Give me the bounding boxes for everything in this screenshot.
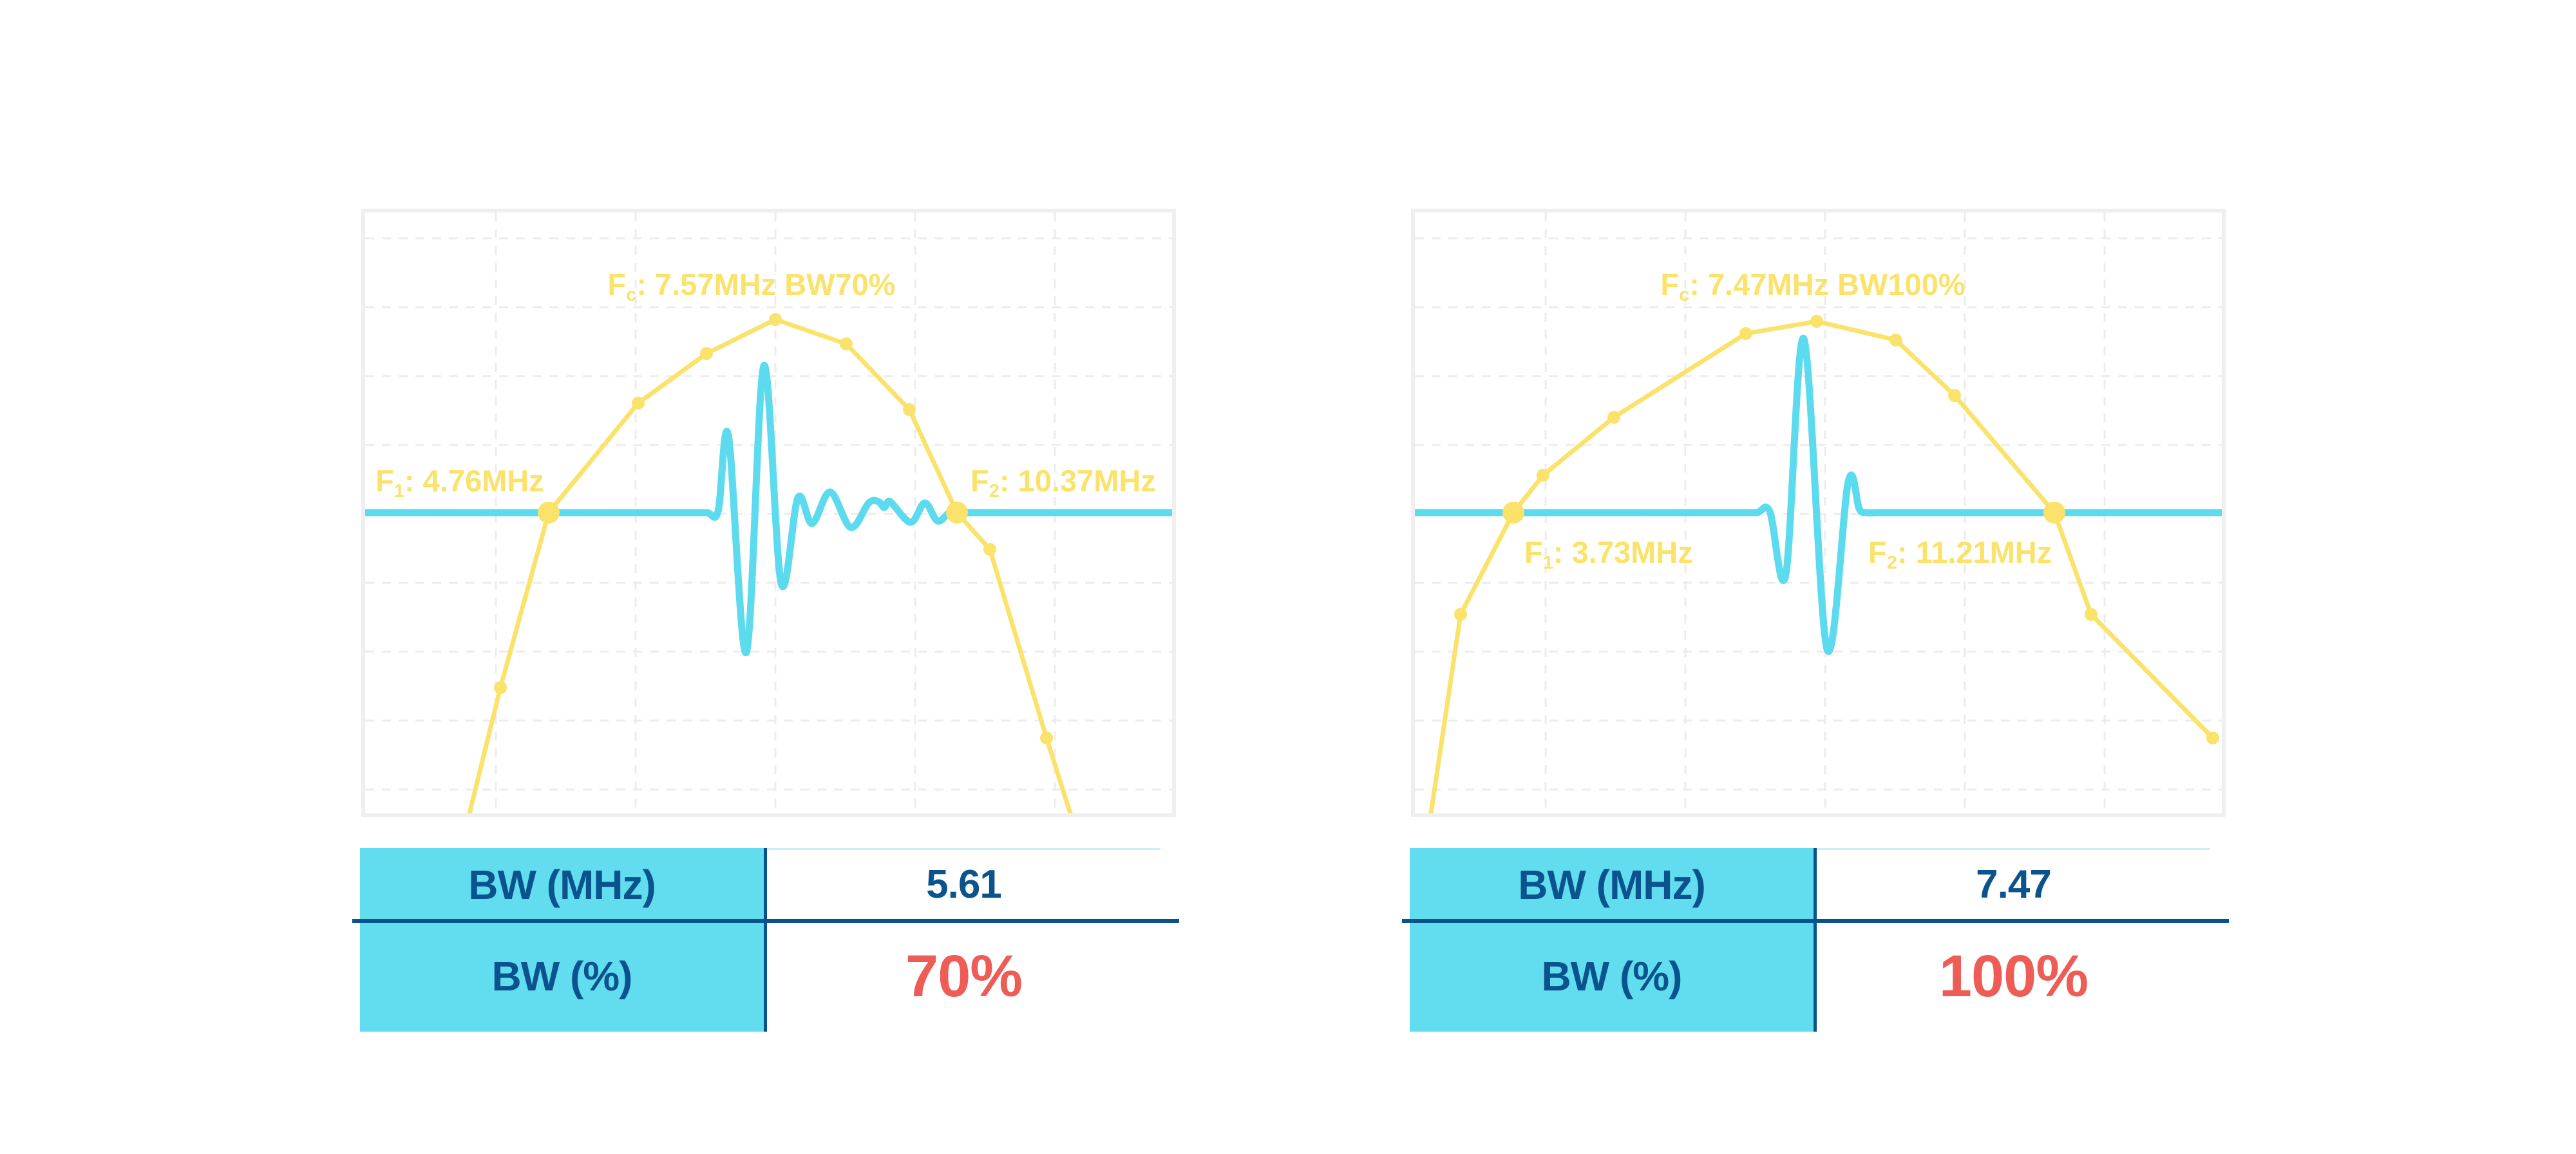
bw-percent-label-cell: BW (%) <box>360 921 764 1032</box>
bw-table-value-column <box>1817 848 2210 1032</box>
f2-annotation-left: F2: 10.37MHz <box>971 464 1156 501</box>
f1-text: : 4.76MHz <box>404 464 544 498</box>
spectrum-panel-right: Fc: 7.47MHz BW100% F1: 3.73MHz F2: 11.21… <box>1411 209 2226 817</box>
bw-percent-value-cell: 100% <box>1817 921 2210 1032</box>
spectrum-panel-left: Fc: 7.57MHz BW70% F1: 4.76MHz F2: 10.37M… <box>361 209 1176 817</box>
f2-text: : 10.37MHz <box>999 464 1156 498</box>
f1-subscript: 1 <box>393 481 404 502</box>
table-column-divider <box>1814 848 1817 1032</box>
bw-mhz-label-cell: BW (MHz) <box>360 848 764 921</box>
f2-text: : 11.21MHz <box>1897 535 2052 569</box>
bw-percent-value: 70% <box>905 943 1023 1009</box>
spectrum-plot-left <box>365 213 1172 813</box>
f1-annotation-right: F1: 3.73MHz <box>1524 535 1693 572</box>
f2-prefix: F <box>1868 535 1887 569</box>
f1-annotation-left: F1: 4.76MHz <box>375 464 544 501</box>
fc-annotation-left: Fc: 7.57MHz BW70% <box>607 267 896 305</box>
f1-subscript: 1 <box>1542 553 1553 574</box>
fc-prefix: F <box>607 267 627 301</box>
bw-mhz-value-cell: 7.47 <box>1817 848 2210 921</box>
bw-percent-value: 100% <box>1938 943 2088 1009</box>
bw-percent-label: BW (%) <box>1541 953 1683 999</box>
bw-mhz-value-cell: 5.61 <box>767 848 1160 921</box>
f2-prefix: F <box>971 464 989 498</box>
bw-mhz-label: BW (MHz) <box>468 861 656 908</box>
f2-annotation-right: F2: 11.21MHz <box>1868 535 2052 572</box>
table-row-divider <box>1402 919 2229 923</box>
fc-prefix: F <box>1660 267 1680 301</box>
table-column-divider <box>764 848 767 1032</box>
f1-prefix: F <box>375 464 394 498</box>
f1-text: : 3.73MHz <box>1553 535 1693 569</box>
fc-subscript: c <box>626 285 637 306</box>
f2-subscript: 2 <box>989 481 999 502</box>
bw-table-value-column <box>767 848 1160 1032</box>
f2-subscript: 2 <box>1886 553 1897 574</box>
f1-prefix: F <box>1524 535 1543 569</box>
fc-text: : 7.47MHz BW100% <box>1689 267 1965 301</box>
bw-table-label-column <box>360 848 764 1032</box>
bw-percent-label-cell: BW (%) <box>1410 921 1814 1032</box>
fc-annotation-right: Fc: 7.47MHz BW100% <box>1660 267 1965 305</box>
table-row-divider <box>352 919 1179 923</box>
spectrum-plot-right <box>1415 213 2222 813</box>
bw-percent-value-cell: 70% <box>767 921 1160 1032</box>
bw-mhz-label: BW (MHz) <box>1518 861 1706 908</box>
bw-table-left: BW (MHz) 5.61 BW (%) 70% <box>352 848 1179 1032</box>
bw-percent-label: BW (%) <box>491 953 633 999</box>
bw-mhz-label-cell: BW (MHz) <box>1410 848 1814 921</box>
fc-subscript: c <box>1679 285 1690 306</box>
fc-text: : 7.57MHz BW70% <box>636 267 896 301</box>
bw-table-right: BW (MHz) 7.47 BW (%) 100% <box>1402 848 2229 1032</box>
bw-mhz-value: 5.61 <box>926 862 1002 907</box>
bw-mhz-value: 7.47 <box>1976 862 2052 907</box>
bw-table-label-column <box>1410 848 1814 1032</box>
